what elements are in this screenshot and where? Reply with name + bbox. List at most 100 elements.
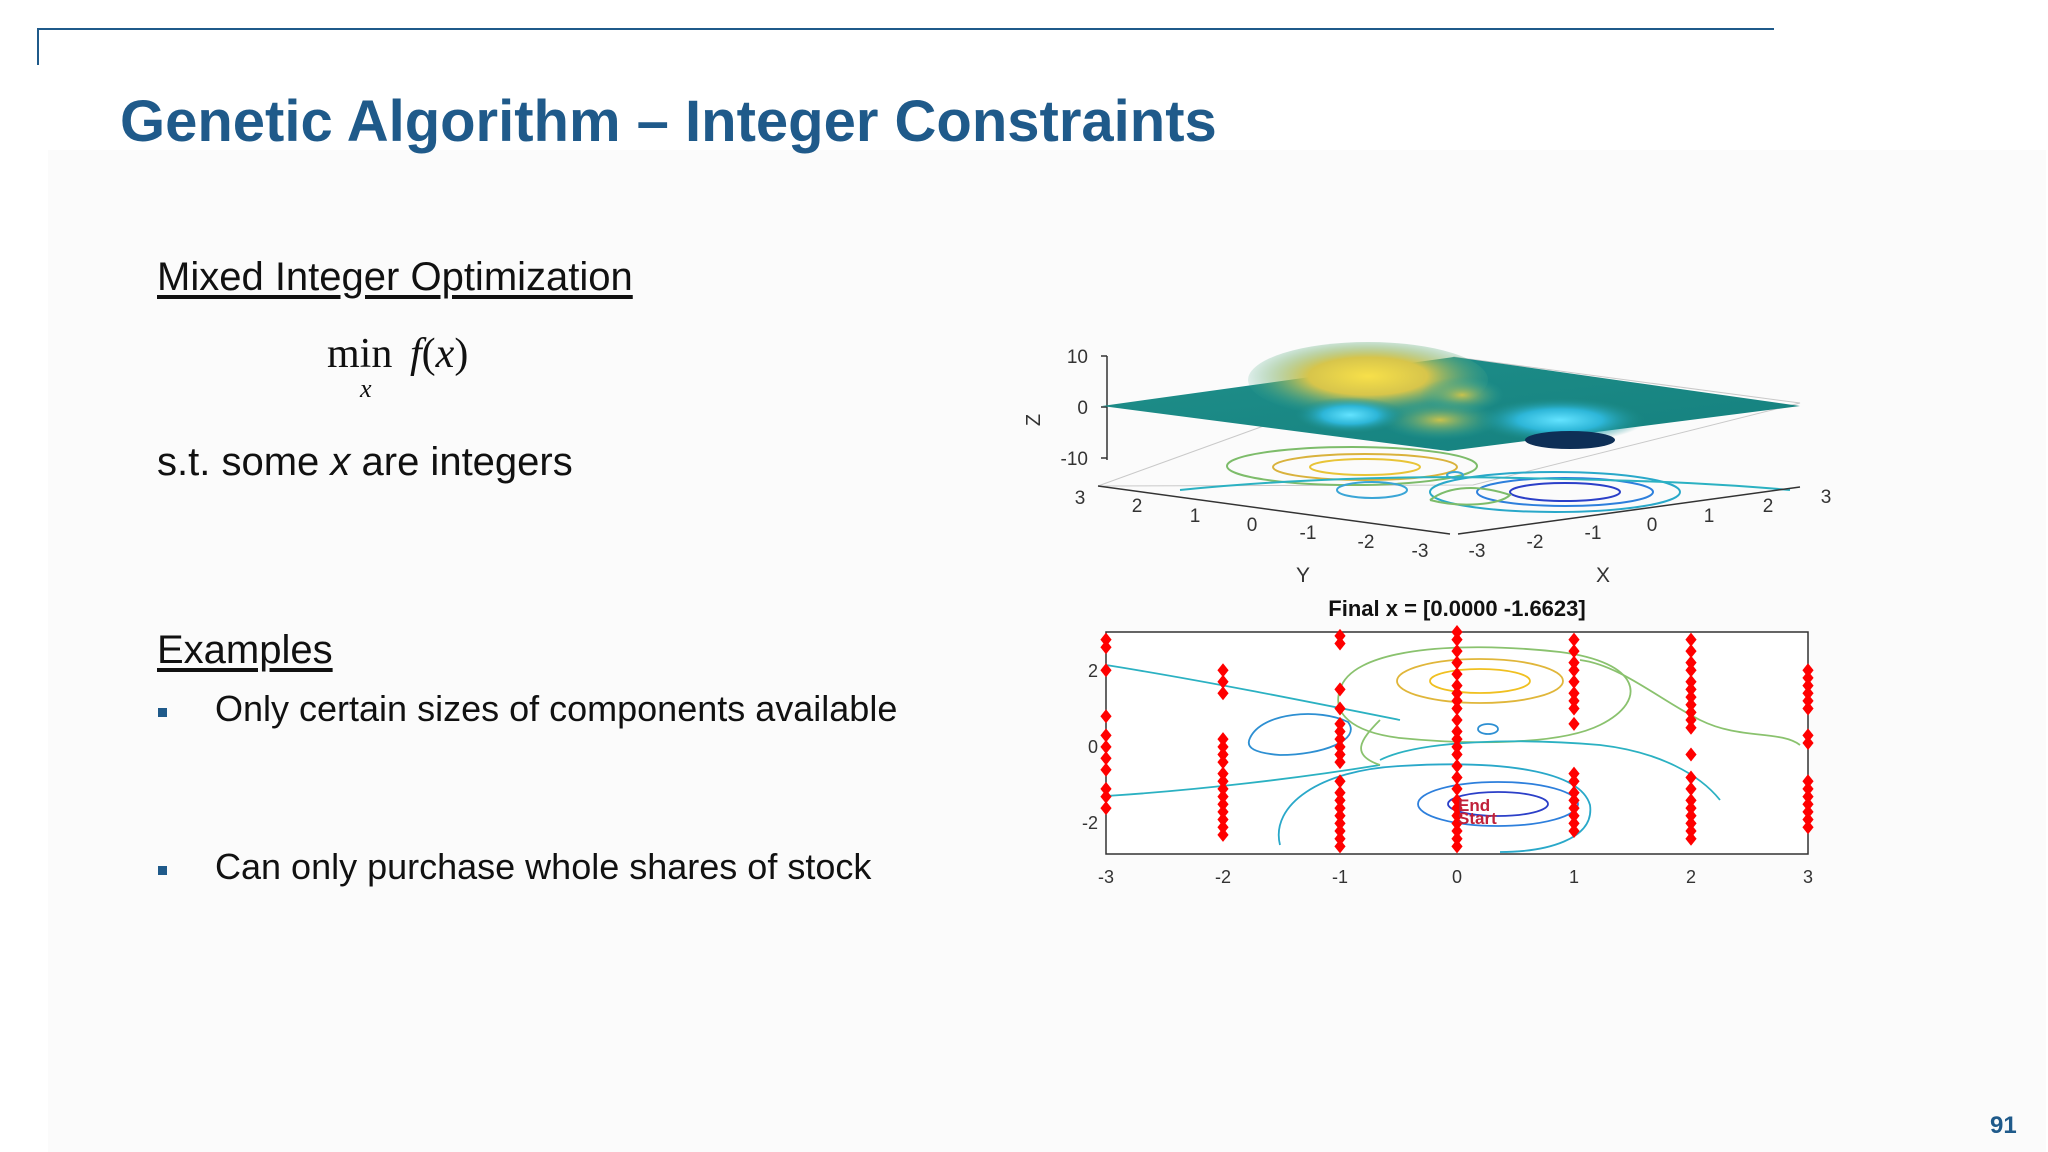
contour-line [1429, 668, 1531, 694]
population-marker [1568, 701, 1580, 716]
population-marker [1685, 713, 1697, 728]
start-label: Start [1458, 809, 1497, 828]
slide-title: Genetic Algorithm – Integer Constraints [120, 89, 1217, 154]
population-marker [1802, 789, 1814, 804]
floor-contour [1226, 446, 1478, 486]
population-marker [1334, 839, 1346, 854]
population-marker [1802, 804, 1814, 819]
y-axis-label: Y [1296, 564, 1310, 587]
top-rule [38, 28, 1774, 30]
population-marker [1100, 632, 1112, 647]
population-marker [1568, 644, 1580, 659]
population-marker [1334, 724, 1346, 739]
population-marker [1451, 758, 1463, 773]
population-marker [1217, 820, 1229, 835]
contour-x-tick: -3 [1098, 867, 1114, 887]
population-marker [1802, 774, 1814, 789]
y-tick-label: -2 [1358, 532, 1375, 553]
population-marker [1100, 709, 1112, 724]
y-tick-label: 0 [1247, 515, 1258, 536]
population-marker [1334, 793, 1346, 808]
z-tick-label: -10 [1061, 449, 1088, 470]
population-marker [1334, 774, 1346, 789]
contour-line [1105, 764, 1381, 797]
population-marker [1685, 705, 1697, 720]
population-marker [1568, 801, 1580, 816]
formula-min: min [327, 331, 393, 377]
population-marker [1685, 682, 1697, 697]
contour-title: Final x = [0.0000 -1.6623] [1328, 596, 1585, 621]
population-marker [1334, 636, 1346, 651]
population-marker [1451, 701, 1463, 716]
contour-y-tick: 0 [1088, 737, 1098, 757]
population-marker [1451, 816, 1463, 831]
x-axis-label: X [1596, 564, 1610, 587]
surface-plot: 10 0 -10 Z 3 2 [1023, 342, 1831, 587]
surface-bump [1380, 400, 1500, 440]
population-marker [1334, 682, 1346, 697]
population-marker [1568, 824, 1580, 839]
population-marker [1334, 785, 1346, 800]
population-marker [1685, 747, 1697, 762]
population-marker [1334, 831, 1346, 846]
population-marker [1334, 755, 1346, 770]
bullet-item: Can only purchase whole shares of stock [215, 846, 872, 887]
population-marker [1217, 766, 1229, 781]
population-marker [1334, 628, 1346, 643]
contour-line [1417, 781, 1579, 827]
bullet-marker [158, 708, 167, 717]
population-marker [1217, 739, 1229, 754]
population-marker [1451, 632, 1463, 647]
population-marker [1802, 820, 1814, 835]
population-marker [1217, 663, 1229, 678]
population-marker [1802, 663, 1814, 678]
floor-contour [1429, 471, 1681, 513]
y-axis-ticks: 3 2 1 0 -1 -2 -3 [1075, 488, 1429, 562]
population-marker [1568, 816, 1580, 831]
population-marker [1685, 801, 1697, 816]
y-tick-label: -3 [1412, 541, 1429, 562]
population-marker [1451, 839, 1463, 854]
population-marker [1685, 655, 1697, 670]
population-marker [1217, 732, 1229, 747]
x-tick-label: -1 [1585, 523, 1602, 544]
population-marker [1802, 812, 1814, 827]
population-marker [1802, 693, 1814, 708]
population-marker [1217, 797, 1229, 812]
population-marker [1334, 739, 1346, 754]
population-marker [1685, 770, 1697, 785]
population-marker [1568, 663, 1580, 678]
contour-line [1579, 659, 1801, 746]
y-tick-label: 1 [1190, 506, 1201, 527]
floor-contour [1429, 487, 1512, 506]
contour-x-tick: 2 [1686, 867, 1696, 887]
population-marker [1685, 808, 1697, 823]
population-marker [1217, 781, 1229, 796]
heading-examples: Examples [157, 628, 333, 672]
population-marker [1100, 762, 1112, 777]
population-marker [1451, 724, 1463, 739]
formula-function: f(x) [410, 331, 469, 377]
y-tick-label: 2 [1132, 496, 1143, 517]
contour-line [1277, 763, 1592, 853]
population-marker [1217, 789, 1229, 804]
population-marker [1100, 801, 1112, 816]
population-marker [1334, 801, 1346, 816]
population-marker [1217, 686, 1229, 701]
population-marker [1802, 701, 1814, 716]
constraint-after: are integers [350, 440, 573, 484]
population-marker [1568, 632, 1580, 647]
x-axis-line [1457, 486, 1801, 535]
surface-dip [1475, 398, 1645, 442]
population-marker [1334, 747, 1346, 762]
population-marker [1802, 686, 1814, 701]
contour-line [1477, 723, 1499, 735]
floor-contour [1309, 458, 1421, 476]
contour-y-tick: 2 [1088, 661, 1098, 681]
population-marker [1100, 789, 1112, 804]
contour-line [1105, 664, 1401, 721]
x-tick-label: -2 [1527, 532, 1544, 553]
x-tick-label: 2 [1763, 496, 1774, 517]
y-tick-label: 3 [1075, 488, 1086, 509]
population-marker [1451, 747, 1463, 762]
